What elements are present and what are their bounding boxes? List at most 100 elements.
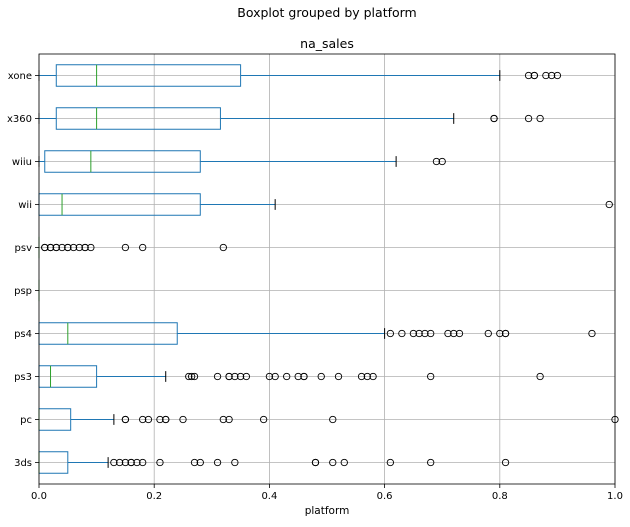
outlier-point xyxy=(196,458,204,467)
outlier-point xyxy=(58,243,66,252)
outlier-point xyxy=(536,372,544,381)
outlier-point xyxy=(127,458,135,467)
outlier-point xyxy=(334,372,343,381)
y-tick-label: ps3 xyxy=(14,372,32,383)
outlier-point xyxy=(427,329,435,338)
outlier-point xyxy=(300,372,308,381)
outlier-point xyxy=(133,458,141,467)
outlier-point xyxy=(225,372,233,381)
iqr-box xyxy=(55,107,221,130)
outlier-point xyxy=(115,458,124,467)
outlier-point xyxy=(81,243,89,252)
outlier-point xyxy=(386,458,395,467)
grid-lines xyxy=(38,54,616,484)
box-ps4 xyxy=(38,322,596,345)
outlier-point xyxy=(605,200,613,209)
outlier-point xyxy=(121,458,130,467)
y-tick-label: xone xyxy=(8,71,32,82)
outlier-point xyxy=(329,458,337,467)
outlier-point xyxy=(340,458,348,467)
outlier-point xyxy=(265,372,274,381)
outlier-point xyxy=(162,415,170,424)
x-tick-label: 0.0 xyxy=(31,491,47,502)
box-x360 xyxy=(38,107,544,130)
outlier-point xyxy=(139,243,147,252)
y-tick-label: psp xyxy=(14,286,32,297)
outlier-point xyxy=(144,415,153,424)
outlier-point xyxy=(369,372,377,381)
y-tick-label: psv xyxy=(15,243,33,254)
outlier-point xyxy=(450,329,458,338)
outlier-point xyxy=(271,372,279,381)
outlier-point xyxy=(536,114,544,123)
outlier-point xyxy=(553,71,562,80)
outlier-point xyxy=(415,329,423,338)
outlier-point xyxy=(225,415,233,424)
outlier-point xyxy=(501,458,510,467)
outlier-point xyxy=(317,372,325,381)
outlier-point xyxy=(231,372,239,381)
outlier-point xyxy=(46,243,55,252)
outlier-point xyxy=(547,71,556,80)
outlier-point xyxy=(357,372,366,381)
box-ps3 xyxy=(38,365,544,388)
outlier-point xyxy=(259,415,268,424)
outlier-point xyxy=(139,458,147,467)
y-tick-label: 3ds xyxy=(14,458,32,469)
plot-frame xyxy=(38,53,616,485)
outlier-point xyxy=(219,415,227,424)
iqr-box xyxy=(44,150,201,173)
outlier-point xyxy=(190,372,199,381)
figure-suptitle: Boxplot grouped by platform xyxy=(237,5,417,20)
outlier-point xyxy=(409,329,418,338)
outlier-point xyxy=(386,329,395,338)
x-tick-label: 0.6 xyxy=(377,491,393,502)
outlier-point xyxy=(283,372,291,381)
outlier-point xyxy=(530,71,539,80)
outlier-point xyxy=(236,372,245,381)
outlier-point xyxy=(213,372,222,381)
x-axis-label: platform xyxy=(305,505,350,517)
x-tick-label: 0.8 xyxy=(492,491,508,502)
y-tick-label: ps4 xyxy=(14,329,32,340)
x-tick-label: 1.0 xyxy=(607,491,623,502)
y-tick-label: x360 xyxy=(7,114,32,125)
outlier-point xyxy=(185,372,193,381)
outlier-point xyxy=(139,415,147,424)
outlier-point xyxy=(121,415,130,424)
outlier-point xyxy=(421,329,429,338)
outlier-point xyxy=(294,372,302,381)
outlier-point xyxy=(213,458,222,467)
outlier-point xyxy=(363,372,371,381)
y-tick-label: wii xyxy=(18,200,32,211)
outlier-point xyxy=(231,458,239,467)
outlier-point xyxy=(242,372,251,381)
outlier-point xyxy=(484,329,492,338)
boxes-layer xyxy=(38,64,619,474)
outlier-point xyxy=(438,157,446,166)
outlier-point xyxy=(219,243,227,252)
outlier-point xyxy=(179,415,187,424)
outlier-point xyxy=(69,243,78,252)
outlier-point xyxy=(121,243,130,252)
y-tick-label: wiiu xyxy=(12,157,32,168)
outlier-point xyxy=(311,458,320,467)
outlier-point xyxy=(432,157,441,166)
outlier-point xyxy=(156,415,164,424)
outlier-point xyxy=(190,458,199,467)
ticks-layer: 0.0 0.2 0.4 0.6 0.8 1.0 xone x360 wiiu wii psv psp p… xyxy=(7,71,623,502)
outlier-point xyxy=(87,243,95,252)
outlier-point xyxy=(329,415,337,424)
outlier-point xyxy=(444,329,452,338)
outlier-point xyxy=(110,458,118,467)
outlier-point xyxy=(427,458,435,467)
x-tick-label: 0.2 xyxy=(146,491,162,502)
outlier-point xyxy=(156,458,164,467)
outlier-point xyxy=(427,372,435,381)
y-tick-label: pc xyxy=(20,415,32,426)
outlier-point xyxy=(52,243,60,252)
outlier-point xyxy=(41,243,49,252)
outlier-point xyxy=(398,329,406,338)
